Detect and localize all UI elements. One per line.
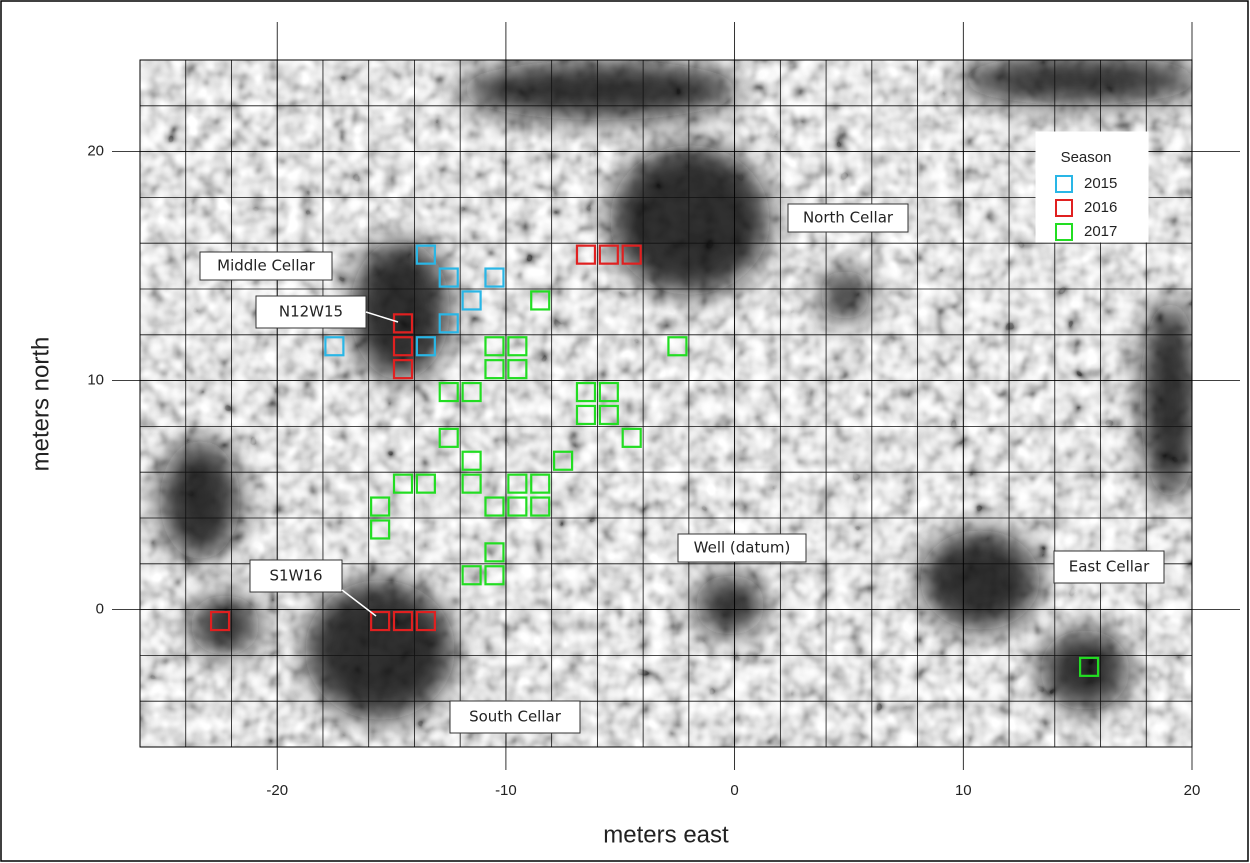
legend-label: 2016 [1084, 199, 1117, 216]
x-tick-label: -10 [495, 782, 517, 799]
annotation: Middle Cellar [217, 257, 316, 275]
annotation: East Cellar [1069, 558, 1150, 576]
y-tick-label: 20 [87, 143, 104, 160]
y-axis-title: meters north [27, 337, 54, 472]
y-tick-label: 0 [96, 601, 104, 618]
annotation: Well (datum) [694, 539, 791, 557]
y-tick-label: 10 [87, 372, 104, 389]
annotation: N12W15 [279, 303, 343, 321]
legend: Season 2015 2016 2017 [1036, 132, 1148, 242]
x-tick-label: 0 [730, 782, 738, 799]
annotation: South Cellar [469, 708, 562, 726]
legend-label: 2017 [1084, 223, 1117, 240]
x-tick-label: 10 [955, 782, 972, 799]
x-tick-label: -20 [266, 782, 288, 799]
x-axis-title: meters east [603, 821, 729, 848]
chart: -20 -10 0 10 20 0 10 20 meters east meters nort… [0, 0, 1250, 863]
x-tick-label: 20 [1184, 782, 1201, 799]
annotation: North Cellar [803, 209, 894, 227]
legend-title: Season [1061, 149, 1112, 166]
annotation: S1W16 [270, 567, 323, 585]
legend-label: 2015 [1084, 175, 1117, 192]
